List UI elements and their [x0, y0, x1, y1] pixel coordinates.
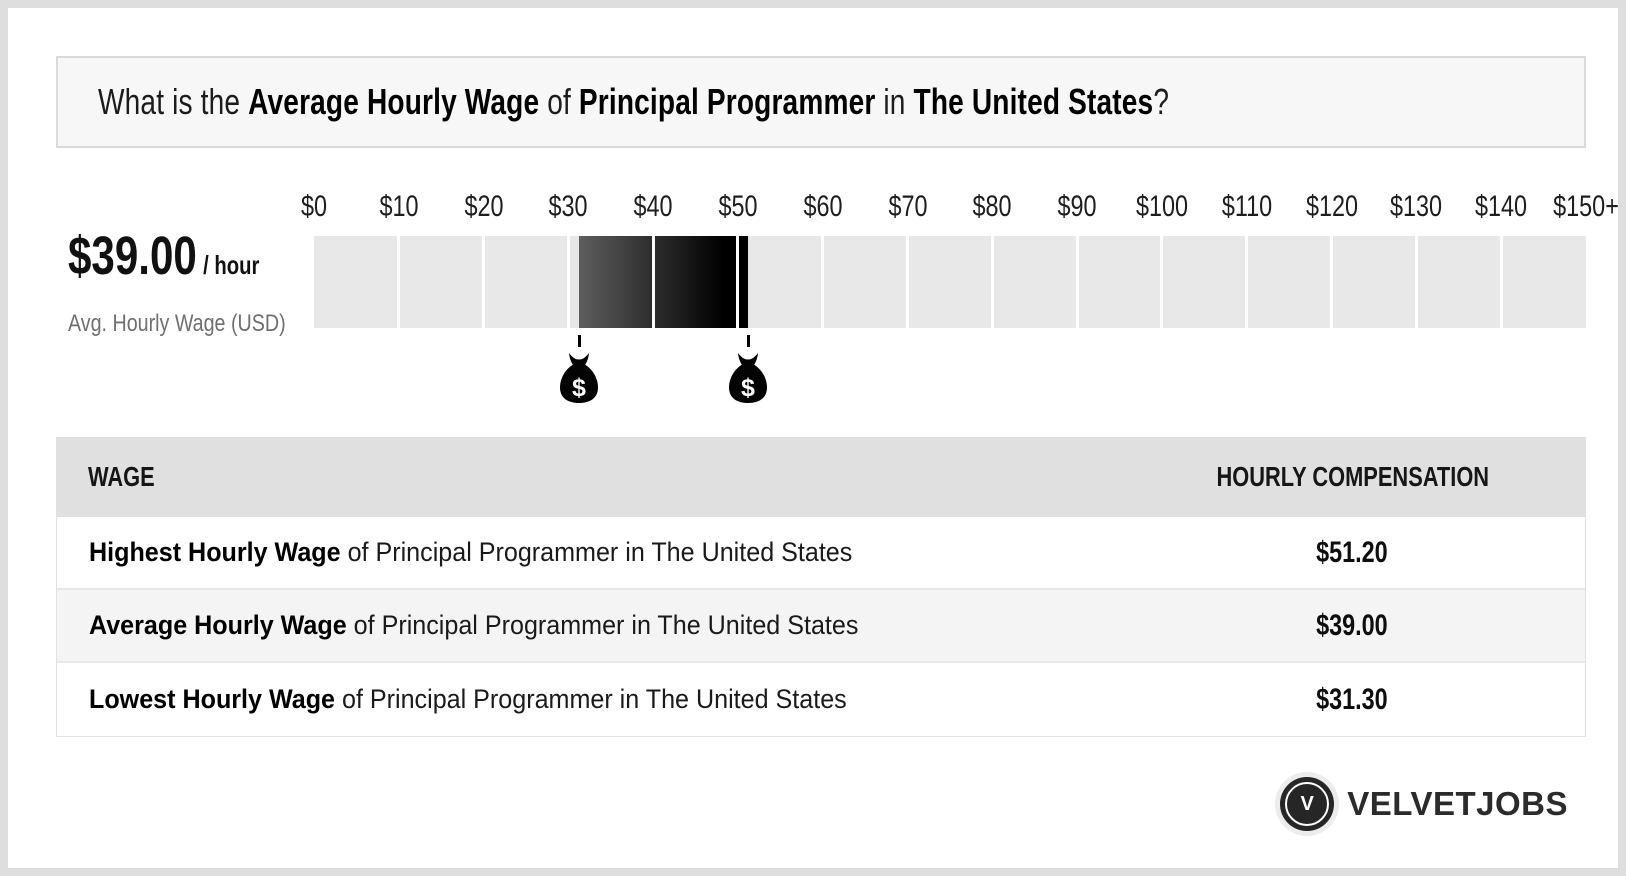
axis-tick-label: $30	[548, 190, 588, 223]
cell-gap	[1330, 236, 1334, 328]
average-wage-summary: $39.00/ hour Avg. Hourly Wage (USD)	[68, 229, 313, 338]
money-bag-icon: $	[729, 353, 768, 403]
wage-table: WAGE HOURLY COMPENSATION Highest Hourly …	[56, 437, 1586, 737]
cell-gap	[566, 236, 570, 328]
axis-tick-label: $90	[1057, 190, 1097, 223]
table-row-lowest: Lowest Hourly Wage of Principal Programm…	[57, 663, 1585, 736]
axis-tick-label: $0	[300, 190, 328, 223]
logo-letter: V	[1300, 793, 1314, 815]
column-header-wage: WAGE	[88, 461, 155, 492]
wage-table-header: WAGE HOURLY COMPENSATION	[56, 437, 1586, 517]
axis-tick-label: $120	[1305, 190, 1358, 223]
row-label: Highest Hourly Wage of Principal Program…	[89, 537, 853, 567]
row-label: Lowest Hourly Wage of Principal Programm…	[89, 684, 847, 714]
row-label: Average Hourly Wage of Principal Program…	[89, 610, 859, 640]
average-wage-unit: / hour	[203, 250, 260, 280]
money-bag-icon: $	[560, 353, 599, 403]
cell-gap	[990, 236, 994, 328]
question-banner: What is the Average Hourly Wage of Princ…	[56, 56, 1586, 148]
scale-bar: $ $	[314, 236, 1586, 403]
cell-gap	[1245, 236, 1249, 328]
table-row-highest: Highest Hourly Wage of Principal Program…	[57, 517, 1585, 590]
svg-text:$: $	[741, 374, 755, 402]
cell-gap	[1414, 236, 1418, 328]
wage-range-fill	[579, 236, 749, 328]
velvetjobs-logo-icon: V	[1280, 777, 1335, 831]
axis-tick-label: $140	[1475, 190, 1528, 223]
axis-tick-label: $70	[888, 190, 928, 223]
average-wage-caption: Avg. Hourly Wage (USD)	[68, 310, 286, 337]
cell-gap	[906, 236, 910, 328]
cell-gap	[397, 236, 401, 328]
lowest-wage-marker: $	[556, 335, 602, 404]
wage-table-body: Highest Hourly Wage of Principal Program…	[56, 517, 1586, 737]
cell-gap	[821, 236, 825, 328]
cell-gap	[1160, 236, 1164, 328]
axis-tick-label: $60	[803, 190, 843, 223]
table-row-average: Average Hourly Wage of Principal Program…	[57, 590, 1585, 663]
scale-track	[314, 236, 1586, 328]
axis-tick-label: $50	[718, 190, 758, 223]
logo-ring: V	[1285, 782, 1330, 826]
row-value: $31.30	[1316, 682, 1388, 716]
svg-text:$: $	[572, 374, 586, 402]
velvetjobs-branding: V VELVETJOBS	[1280, 776, 1568, 832]
question-text: What is the Average Hourly Wage of Princ…	[98, 81, 1170, 122]
row-value: $51.20	[1316, 535, 1388, 569]
row-value: $39.00	[1316, 608, 1388, 642]
highest-wage-marker: $	[725, 335, 771, 404]
cell-gaps	[314, 236, 1586, 328]
infographic-card: What is the Average Hourly Wage of Princ…	[8, 8, 1619, 868]
axis-tick-label: $150+	[1553, 190, 1619, 223]
column-header-hourly-compensation: HOURLY COMPENSATION	[1216, 461, 1490, 492]
cell-gap	[736, 236, 740, 328]
average-wage-amount-line: $39.00/ hour	[68, 229, 260, 296]
axis-tick-label: $130	[1390, 190, 1443, 223]
axis-tick-label: $110	[1221, 190, 1272, 223]
axis-tick-label: $80	[972, 190, 1012, 223]
wage-scale-chart: $0 $10 $20 $30 $40 $50 $60 $70 $80 $90 $100 $110 $12…	[301, 190, 1619, 403]
cell-gap	[1499, 236, 1503, 328]
cell-gap	[482, 236, 486, 328]
velvetjobs-wordmark: VELVETJOBS	[1347, 785, 1568, 822]
axis-tick-label: $20	[464, 190, 504, 223]
axis-labels: $0 $10 $20 $30 $40 $50 $60 $70 $80 $90 $100 $110 $12…	[301, 190, 1619, 224]
cell-gap	[1075, 236, 1079, 328]
average-wage-amount: $39.00	[68, 226, 197, 286]
marker-tick	[577, 335, 581, 347]
axis-tick-label: $100	[1135, 190, 1189, 223]
marker-tick	[746, 335, 750, 347]
axis-tick-label: $10	[379, 190, 419, 223]
cell-gap	[651, 236, 655, 328]
axis-tick-label: $40	[633, 190, 673, 223]
